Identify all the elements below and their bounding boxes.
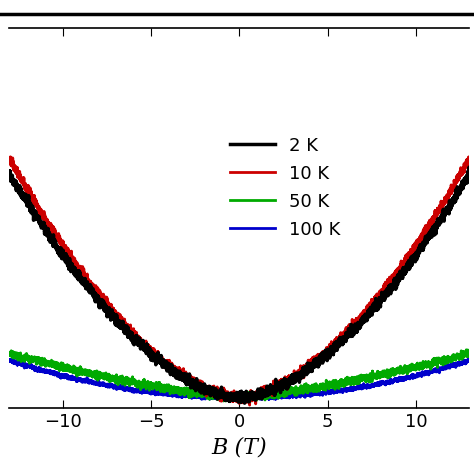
10 K	[306, 366, 311, 372]
Line: 10 K: 10 K	[9, 157, 469, 405]
100 K	[350, 387, 356, 392]
100 K	[385, 379, 391, 384]
Line: 50 K: 50 K	[9, 350, 469, 401]
2 K	[466, 172, 472, 177]
100 K	[283, 392, 288, 398]
Legend: 2 K, 10 K, 50 K, 100 K: 2 K, 10 K, 50 K, 100 K	[223, 129, 348, 246]
50 K	[182, 389, 188, 394]
2 K	[466, 164, 472, 170]
10 K	[247, 402, 253, 408]
100 K	[182, 394, 188, 400]
10 K	[8, 154, 13, 160]
2 K	[283, 382, 288, 387]
100 K	[228, 397, 234, 403]
10 K	[7, 158, 12, 164]
2 K	[242, 401, 247, 406]
100 K	[90, 379, 96, 384]
50 K	[306, 388, 311, 393]
Line: 2 K: 2 K	[9, 167, 469, 403]
100 K	[306, 392, 311, 398]
100 K	[7, 357, 12, 363]
50 K	[385, 372, 391, 378]
50 K	[7, 352, 12, 358]
100 K	[466, 356, 472, 362]
50 K	[464, 347, 469, 353]
Line: 100 K: 100 K	[9, 359, 469, 400]
X-axis label: B (T): B (T)	[211, 436, 267, 458]
50 K	[90, 373, 96, 378]
2 K	[182, 372, 188, 378]
10 K	[466, 155, 472, 160]
2 K	[306, 364, 311, 370]
2 K	[385, 290, 391, 296]
50 K	[283, 392, 288, 398]
10 K	[182, 372, 188, 378]
10 K	[283, 378, 288, 384]
50 K	[350, 378, 356, 383]
50 K	[248, 398, 254, 404]
50 K	[466, 351, 472, 357]
100 K	[466, 358, 472, 364]
2 K	[7, 170, 12, 175]
10 K	[90, 286, 96, 292]
2 K	[90, 289, 96, 295]
10 K	[350, 323, 356, 329]
10 K	[385, 278, 391, 284]
2 K	[350, 330, 356, 336]
